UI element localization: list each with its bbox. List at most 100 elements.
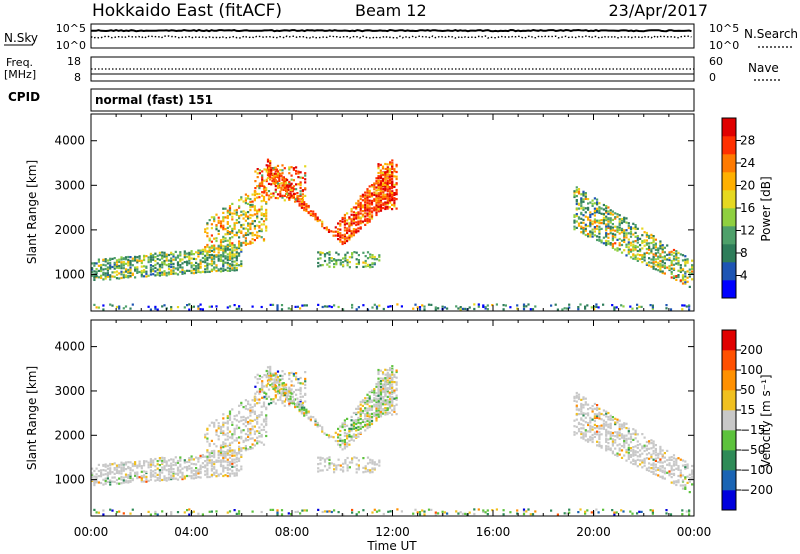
velocity-cell	[414, 508, 417, 511]
power-cell	[688, 304, 691, 307]
velocity-cell	[366, 425, 369, 428]
velocity-cell	[179, 463, 182, 466]
power-cell	[346, 212, 349, 215]
power-cell	[600, 227, 603, 230]
velocity-cell	[364, 401, 367, 404]
velocity-cell	[598, 436, 601, 439]
power-cell	[381, 171, 385, 175]
power-cell	[375, 193, 378, 196]
velocity-cell	[285, 388, 288, 391]
power-cell	[400, 305, 403, 308]
power-cell	[97, 258, 100, 261]
power-cell	[668, 258, 671, 262]
velocity-cell	[167, 476, 171, 479]
power-cell	[577, 217, 581, 220]
power-cell	[623, 238, 626, 241]
velocity-cell	[596, 425, 599, 428]
velocity-cell	[172, 472, 175, 475]
power-cell	[256, 231, 259, 234]
velocity-cell	[627, 432, 630, 435]
power-cell	[253, 233, 256, 237]
velocity-cell	[226, 468, 229, 471]
velocity-cell	[577, 421, 581, 424]
power-cell	[100, 264, 103, 267]
velocity-cell	[614, 417, 617, 420]
freq-strip: Freq. [MHz] 18 8 60 0 Nave	[4, 55, 780, 84]
power-cell	[274, 196, 277, 200]
power-cell	[359, 222, 362, 225]
power-cell	[393, 170, 396, 173]
power-cell	[140, 273, 143, 276]
velocity-cell	[106, 474, 109, 477]
power-cell	[382, 202, 385, 205]
power-cell	[643, 239, 646, 242]
power-cell	[375, 209, 378, 212]
power-cell	[395, 170, 398, 174]
velocity-cell	[373, 412, 376, 415]
velocity-cell	[618, 429, 621, 432]
power-cell	[364, 206, 367, 209]
velocity-cell	[270, 398, 273, 401]
velocity-cell	[163, 468, 166, 471]
power-cell	[650, 258, 653, 261]
power-cell	[684, 258, 687, 261]
power-cell	[650, 248, 653, 251]
velocity-cell	[287, 398, 290, 401]
power-cell	[357, 230, 360, 233]
velocity-cell	[339, 443, 342, 447]
velocity-cell	[352, 427, 355, 430]
power-cell	[240, 214, 243, 217]
power-cell	[226, 263, 229, 266]
velocity-cell	[598, 413, 601, 416]
power-cell	[260, 205, 263, 208]
velocity-cell	[222, 423, 225, 426]
velocity-cell	[623, 441, 626, 444]
velocity-cell	[650, 453, 653, 456]
power-cell	[317, 265, 320, 268]
power-cell	[240, 231, 243, 234]
velocity-cell	[651, 509, 654, 512]
velocity-cell	[233, 474, 236, 477]
power-cell	[140, 261, 143, 265]
velocity-cell	[668, 456, 671, 459]
power-cell	[611, 229, 614, 232]
power-cell	[247, 202, 250, 205]
power-cell	[343, 237, 346, 241]
velocity-cell	[309, 415, 312, 418]
power-cell	[373, 185, 376, 188]
power-cell	[120, 261, 123, 264]
velocity-cell	[361, 409, 364, 413]
power-cell	[204, 250, 207, 253]
power-cell	[222, 226, 225, 229]
velocity-cell	[346, 464, 349, 467]
velocity-cell	[176, 461, 180, 464]
power-cell	[370, 217, 374, 220]
power-cell	[238, 206, 241, 209]
power-cell	[113, 271, 116, 274]
power-cell	[256, 234, 259, 237]
power-cell	[366, 195, 369, 198]
velocity-cell	[634, 461, 637, 464]
power-cell	[337, 305, 340, 309]
velocity-cell	[106, 477, 109, 480]
velocity-cell	[550, 509, 553, 512]
velocity-cell	[158, 457, 161, 460]
velocity-cell	[235, 419, 238, 422]
velocity-cell	[251, 443, 254, 446]
velocity-cell	[299, 382, 302, 385]
velocity-cell	[244, 447, 247, 450]
power-cell	[233, 269, 236, 272]
velocity-cell	[265, 369, 268, 373]
velocity-cell	[267, 372, 271, 375]
power-cell	[256, 210, 259, 213]
velocity-cell	[596, 426, 599, 429]
velocity-cell	[115, 468, 119, 471]
velocity-cell	[379, 380, 383, 383]
velocity-cell	[661, 477, 664, 480]
velocity-cell	[167, 473, 171, 476]
power-cell	[386, 190, 389, 193]
velocity-cell	[215, 510, 218, 513]
power-cell	[600, 239, 603, 242]
velocity-cell	[597, 511, 600, 514]
power-cell	[238, 230, 241, 234]
